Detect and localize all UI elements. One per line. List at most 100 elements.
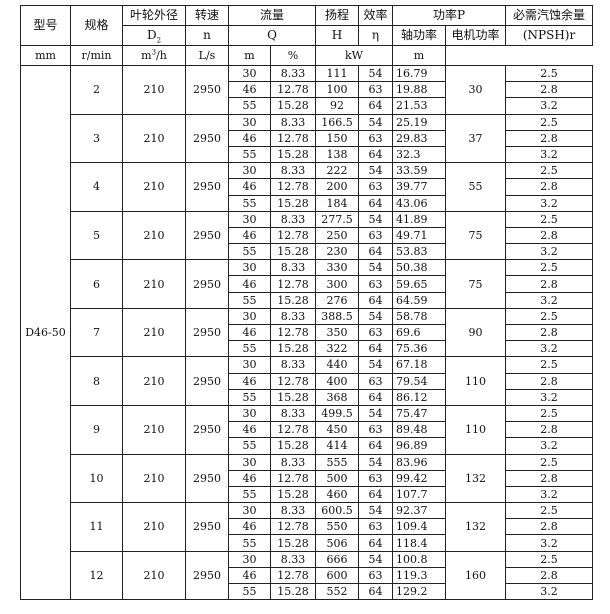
flow-m3h-cell: 55 <box>228 485 271 504</box>
head-cell: 500 <box>315 469 360 487</box>
efficiency-cell: 64 <box>358 340 394 358</box>
shaft-power-cell: 58.78 <box>392 307 447 326</box>
flow-m3h-cell: 30 <box>228 404 271 423</box>
flow-ls-cell: 12.78 <box>269 469 317 487</box>
header-motor-power: 电机功率 <box>445 25 507 46</box>
head-cell: 322 <box>315 340 360 358</box>
flow-ls-cell: 8.33 <box>269 113 317 131</box>
motor-power-cell: 30 <box>445 65 507 115</box>
flow-ls-cell: 15.28 <box>269 534 317 552</box>
shaft-power-cell: 16.79 <box>392 64 447 83</box>
npsh-cell: 2.8 <box>505 178 594 196</box>
efficiency-cell: 63 <box>358 469 394 487</box>
flow-ls-cell: 12.78 <box>269 566 317 585</box>
efficiency-cell: 63 <box>358 566 394 585</box>
npsh-cell: 2.8 <box>505 518 594 536</box>
efficiency-cell: 63 <box>358 421 394 439</box>
table-row: 46 12.78 150 63 29.83 2.8 <box>21 129 594 147</box>
flow-m3h-cell: 46 <box>228 421 271 439</box>
efficiency-cell: 54 <box>358 162 394 180</box>
efficiency-cell: 64 <box>358 388 394 406</box>
npsh-cell: 2.5 <box>505 307 594 326</box>
head-cell: 184 <box>315 194 360 212</box>
shaft-power-cell: 107.7 <box>392 485 447 504</box>
efficiency-cell: 54 <box>358 64 394 83</box>
header-spec: 规格 <box>70 5 123 46</box>
flow-ls-cell: 15.28 <box>269 388 317 406</box>
unit-npsh: m <box>392 45 447 66</box>
head-cell: 138 <box>315 145 360 164</box>
npsh-cell: 3.2 <box>505 97 594 115</box>
flow-m3h-cell: 30 <box>228 453 271 471</box>
efficiency-cell: 54 <box>358 550 394 568</box>
efficiency-cell: 64 <box>358 291 394 309</box>
header-impeller-symbol: D2 <box>122 25 186 46</box>
header-impeller: 叶轮外径 <box>122 5 186 26</box>
head-cell: 300 <box>315 275 360 293</box>
flow-m3h-cell: 55 <box>228 582 271 601</box>
npsh-cell: 2.5 <box>505 210 594 228</box>
npsh-cell: 2.8 <box>505 421 594 439</box>
npsh-cell: 2.5 <box>505 356 594 374</box>
flow-ls-cell: 15.28 <box>269 485 317 504</box>
npsh-cell: 3.2 <box>505 582 594 601</box>
head-cell: 330 <box>315 259 360 277</box>
speed-cell: 2950 <box>185 502 229 552</box>
flow-ls-cell: 12.78 <box>269 518 317 536</box>
flow-m3h-cell: 46 <box>228 323 271 342</box>
header-speed: 转速 <box>185 5 229 26</box>
header-model: 型号 <box>20 5 71 46</box>
flow-m3h-cell: 30 <box>228 550 271 568</box>
speed-cell: 2950 <box>185 65 229 115</box>
impeller-diameter-cell: 210 <box>122 404 186 455</box>
motor-power-cell: 110 <box>445 356 507 406</box>
unit-per-hour: /h <box>156 49 167 62</box>
flow-ls-cell: 12.78 <box>269 275 317 293</box>
shaft-power-cell: 75.47 <box>392 404 447 423</box>
head-cell: 111 <box>315 64 360 83</box>
spec-cell: 7 <box>70 307 123 358</box>
flow-m3h-cell: 30 <box>228 502 271 520</box>
impeller-diameter-cell: 210 <box>122 502 186 552</box>
flow-ls-cell: 8.33 <box>269 259 317 277</box>
npsh-cell: 3.2 <box>505 243 594 261</box>
unit-impeller: mm <box>20 45 71 66</box>
flow-m3h-cell: 30 <box>228 113 271 131</box>
flow-ls-cell: 15.28 <box>269 243 317 261</box>
npsh-cell: 2.5 <box>505 259 594 277</box>
unit-head: m <box>228 45 271 66</box>
speed-cell: 2950 <box>185 210 229 261</box>
head-cell: 400 <box>315 372 360 390</box>
efficiency-cell: 64 <box>358 485 394 504</box>
efficiency-cell: 63 <box>358 129 394 147</box>
flow-ls-cell: 12.78 <box>269 323 317 342</box>
efficiency-cell: 54 <box>358 113 394 131</box>
motor-power-cell: 90 <box>445 307 507 358</box>
flow-m3h-cell: 30 <box>228 64 271 83</box>
head-cell: 100 <box>315 81 360 99</box>
shaft-power-cell: 119.3 <box>392 566 447 585</box>
unit-power: kW <box>315 45 394 66</box>
npsh-cell: 2.8 <box>505 129 594 147</box>
head-cell: 200 <box>315 178 360 196</box>
speed-cell: 2950 <box>185 307 229 358</box>
flow-ls-cell: 12.78 <box>269 226 317 245</box>
efficiency-cell: 64 <box>358 145 394 164</box>
table-row: 55 15.28 184 64 43.06 3.2 <box>21 194 594 212</box>
npsh-cell: 3.2 <box>505 388 594 406</box>
efficiency-cell: 54 <box>358 307 394 326</box>
flow-ls-cell: 15.28 <box>269 291 317 309</box>
impeller-subscript: 2 <box>156 36 162 45</box>
flow-m3h-cell: 55 <box>228 388 271 406</box>
table-row: 55 15.28 552 64 129.2 3.2 <box>21 582 594 601</box>
head-cell: 276 <box>315 291 360 309</box>
shaft-power-cell: 69.6 <box>392 323 447 342</box>
motor-power-cell: 132 <box>445 453 507 504</box>
npsh-cell: 3.2 <box>505 437 594 455</box>
head-cell: 92 <box>315 97 360 115</box>
flow-ls-cell: 8.33 <box>269 210 317 228</box>
efficiency-cell: 54 <box>358 356 394 374</box>
npsh-cell: 3.2 <box>505 534 594 552</box>
motor-power-cell: 110 <box>445 404 507 455</box>
head-cell: 666 <box>315 550 360 568</box>
